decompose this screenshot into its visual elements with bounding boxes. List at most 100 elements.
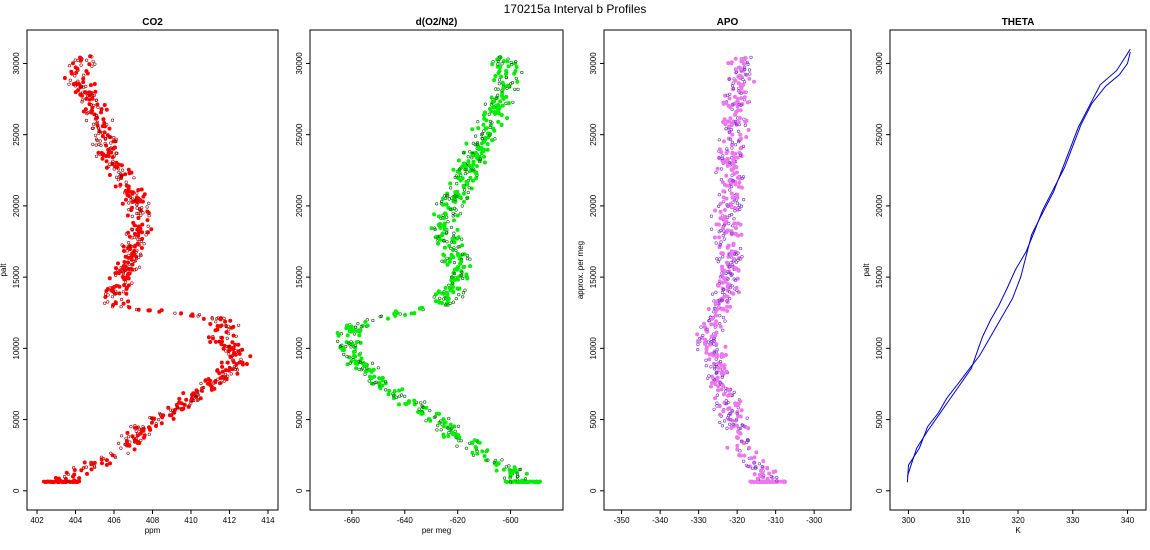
data-point xyxy=(498,99,503,104)
data-point xyxy=(113,271,118,276)
data-point xyxy=(438,225,443,230)
data-point xyxy=(470,178,475,183)
data-point xyxy=(94,98,99,102)
data-point xyxy=(735,447,740,452)
data-point xyxy=(376,366,380,370)
data-point xyxy=(471,141,476,145)
data-point xyxy=(738,108,743,113)
data-point xyxy=(89,91,94,96)
data-point xyxy=(730,107,734,111)
y-tick-label: 5000 xyxy=(589,410,598,428)
data-point xyxy=(516,474,520,479)
data-point xyxy=(479,141,484,146)
data-point xyxy=(490,61,495,66)
panel-title: APO xyxy=(717,17,739,28)
data-point xyxy=(149,420,154,425)
data-point xyxy=(726,93,730,97)
data-point xyxy=(713,333,718,338)
data-point xyxy=(79,468,84,473)
data-point xyxy=(140,206,144,210)
data-point xyxy=(450,236,455,241)
data-point xyxy=(718,243,722,247)
data-point xyxy=(137,440,142,445)
data-point xyxy=(113,184,118,189)
data-point xyxy=(730,132,735,137)
data-point xyxy=(721,159,726,164)
x-tick-label: 406 xyxy=(107,516,121,525)
data-point xyxy=(352,332,357,336)
data-point xyxy=(727,130,731,134)
data-point xyxy=(492,78,497,83)
data-point xyxy=(130,267,135,272)
data-point xyxy=(222,316,226,321)
y-tick-label: 30000 xyxy=(295,52,304,75)
data-point xyxy=(453,206,457,210)
data-point xyxy=(746,438,751,443)
data-point xyxy=(169,408,173,412)
data-point xyxy=(119,305,123,309)
data-point xyxy=(709,214,714,218)
data-point xyxy=(453,272,457,276)
data-point xyxy=(715,393,720,397)
data-point xyxy=(770,479,775,484)
data-point xyxy=(452,424,457,429)
data-point xyxy=(451,218,456,223)
data-point xyxy=(359,325,363,329)
data-point xyxy=(714,290,718,295)
data-point xyxy=(71,61,76,66)
data-point xyxy=(122,249,127,254)
data-point xyxy=(110,305,115,309)
data-point xyxy=(141,425,145,429)
data-point xyxy=(716,283,721,288)
data-point xyxy=(179,311,184,316)
data-point xyxy=(730,195,735,200)
data-point xyxy=(721,154,725,158)
data-point xyxy=(513,467,518,472)
data-point xyxy=(135,206,139,210)
data-point xyxy=(441,196,446,201)
data-point xyxy=(510,62,514,67)
data-point xyxy=(725,163,730,168)
data-point xyxy=(775,479,779,483)
data-point xyxy=(722,294,727,299)
data-point xyxy=(192,398,196,403)
data-point xyxy=(447,243,452,248)
data-point xyxy=(384,380,388,384)
data-point xyxy=(485,147,490,152)
data-point xyxy=(394,395,399,400)
data-point xyxy=(103,294,108,299)
data-point xyxy=(118,269,123,274)
data-point xyxy=(93,89,98,94)
data-point xyxy=(223,372,228,376)
data-point xyxy=(226,345,231,349)
data-point xyxy=(62,475,67,479)
data-point xyxy=(111,159,115,163)
data-point xyxy=(471,159,476,164)
data-point xyxy=(96,126,100,130)
panel-title: THETA xyxy=(1002,17,1035,28)
data-point xyxy=(704,345,709,350)
data-point xyxy=(436,214,441,219)
data-point xyxy=(122,283,127,288)
data-point xyxy=(474,176,479,181)
data-point xyxy=(386,392,391,397)
data-point xyxy=(102,103,107,108)
data-point xyxy=(126,435,131,439)
data-point xyxy=(433,227,437,232)
data-point xyxy=(420,404,424,408)
x-tick-label: 412 xyxy=(223,516,237,525)
data-point xyxy=(516,87,520,91)
data-point xyxy=(416,409,421,414)
data-point xyxy=(714,313,719,318)
data-point xyxy=(717,156,721,160)
data-point xyxy=(715,352,720,357)
data-point xyxy=(87,62,92,67)
data-point xyxy=(228,366,233,371)
y-tick-label: 10000 xyxy=(875,337,884,360)
data-point xyxy=(478,160,482,164)
data-point xyxy=(81,466,85,470)
data-point xyxy=(489,138,494,143)
data-point xyxy=(738,83,743,88)
data-point xyxy=(738,431,743,436)
data-point xyxy=(437,237,442,242)
